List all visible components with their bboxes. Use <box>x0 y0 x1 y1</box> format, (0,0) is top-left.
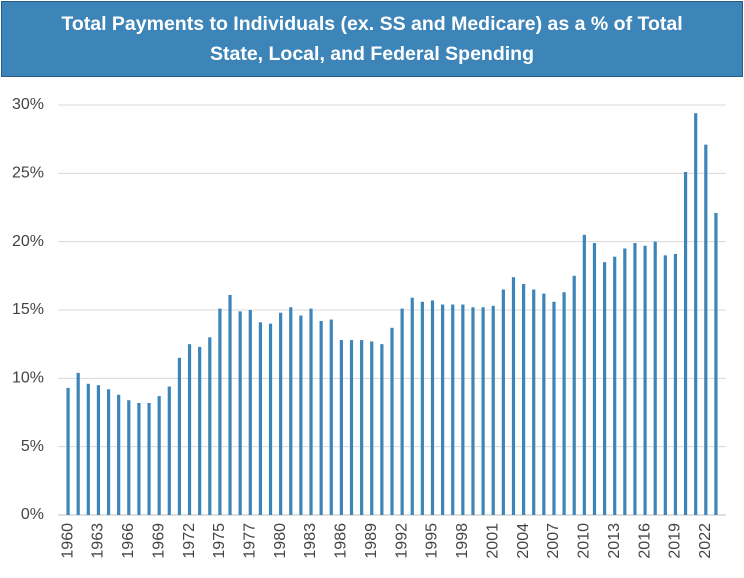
bar <box>562 292 566 515</box>
chart-title: Total Payments to Individuals (ex. SS an… <box>61 13 683 35</box>
x-tick-label: 2001 <box>484 523 501 559</box>
bar <box>66 387 70 515</box>
y-tick-label: 5% <box>21 438 44 455</box>
bar <box>542 293 546 515</box>
bar <box>623 248 627 515</box>
y-tick-label: 0% <box>21 506 44 523</box>
bar <box>602 262 607 515</box>
x-tick-label: 1969 <box>150 523 167 559</box>
x-tick-label: 2007 <box>545 523 562 559</box>
bar <box>137 402 141 515</box>
x-tick-label: 1989 <box>363 523 380 559</box>
bar <box>633 243 637 516</box>
bar <box>683 171 688 515</box>
y-tick-label: 10% <box>12 370 44 387</box>
bar <box>471 307 475 515</box>
bar <box>613 256 617 515</box>
bar <box>572 275 576 515</box>
bar <box>441 304 445 515</box>
x-tick-label: 1975 <box>211 523 228 559</box>
x-tick-label: 1983 <box>302 523 319 559</box>
x-tick-label: 2016 <box>636 523 653 559</box>
bar <box>461 304 465 515</box>
y-tick-label: 15% <box>12 301 44 318</box>
bar <box>380 344 384 515</box>
bar <box>370 341 374 515</box>
bar <box>582 234 586 516</box>
y-tick-label: 20% <box>12 233 44 250</box>
x-tick-label: 2013 <box>606 523 623 559</box>
y-tick-label: 30% <box>12 96 44 113</box>
bar <box>704 144 708 515</box>
bar <box>420 301 424 515</box>
bar <box>218 308 222 515</box>
x-tick-label: 1998 <box>454 523 471 559</box>
bar <box>248 310 252 515</box>
bar <box>643 245 647 515</box>
x-tick-label: 2004 <box>515 523 532 559</box>
bar <box>198 346 202 515</box>
bar <box>177 357 182 515</box>
bar <box>299 315 303 515</box>
bar <box>258 322 262 515</box>
bar <box>279 312 283 515</box>
bar <box>117 394 121 515</box>
bar <box>157 396 161 515</box>
y-tick-label: 25% <box>12 165 44 182</box>
x-tick-label: 1980 <box>272 523 289 559</box>
bar <box>86 383 90 515</box>
x-tick-label: 1992 <box>393 523 410 559</box>
bar <box>491 305 495 515</box>
title-banner: Total Payments to Individuals (ex. SS an… <box>1 1 743 77</box>
bar <box>339 340 343 515</box>
bar <box>96 385 101 515</box>
bar <box>289 307 293 515</box>
bar <box>481 307 485 515</box>
x-tick-label: 1977 <box>241 523 258 559</box>
bar <box>390 327 394 515</box>
x-tick-label: 2019 <box>667 523 684 559</box>
bar <box>228 294 232 515</box>
bar <box>167 386 171 515</box>
bar <box>268 323 273 515</box>
bar <box>694 113 698 515</box>
x-tick-label: 1963 <box>90 523 107 559</box>
chart-title: State, Local, and Federal Spending <box>210 43 534 65</box>
x-tick-label: 1972 <box>181 523 198 559</box>
bar <box>329 319 333 515</box>
bar <box>673 253 678 515</box>
bar <box>147 402 151 515</box>
bar <box>187 344 192 515</box>
bar <box>319 320 323 515</box>
bar <box>127 400 131 515</box>
bar <box>532 289 536 515</box>
bar <box>349 340 354 515</box>
bar <box>511 277 516 515</box>
bar <box>238 311 242 515</box>
x-tick-label: 1986 <box>333 523 350 559</box>
bar <box>76 372 80 515</box>
bar <box>552 301 556 515</box>
bar <box>522 284 526 515</box>
x-tick-label: 1966 <box>120 523 137 559</box>
bar <box>360 340 364 515</box>
x-tick-label: 2010 <box>576 523 593 559</box>
bar <box>106 389 111 515</box>
bar <box>653 241 657 515</box>
x-tick-label: 2022 <box>697 523 714 559</box>
bar <box>430 300 435 515</box>
bar <box>501 289 505 515</box>
bar <box>451 304 455 515</box>
x-tick-label: 1960 <box>59 523 76 559</box>
bar <box>663 255 667 516</box>
bar <box>208 337 212 515</box>
bar <box>410 297 414 515</box>
bar <box>592 243 597 516</box>
bar <box>714 212 718 515</box>
bar <box>309 308 313 515</box>
bar <box>400 308 404 515</box>
x-tick-label: 1995 <box>424 523 441 559</box>
